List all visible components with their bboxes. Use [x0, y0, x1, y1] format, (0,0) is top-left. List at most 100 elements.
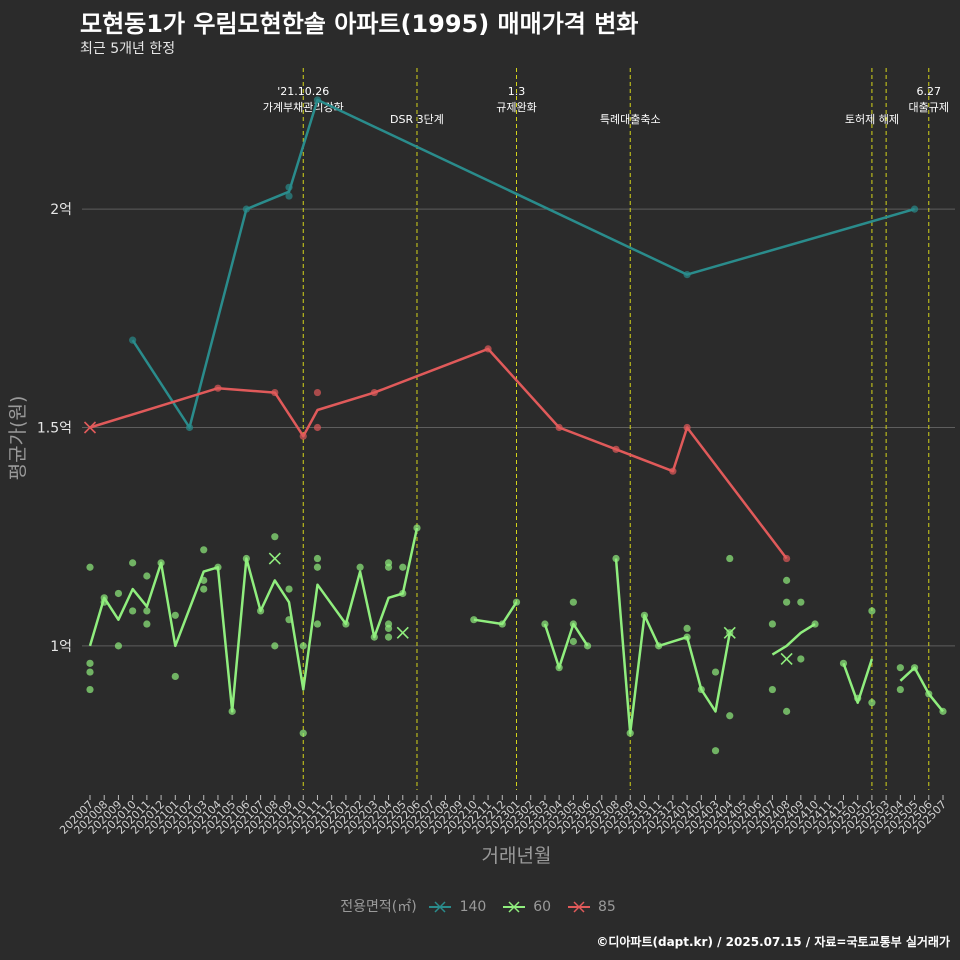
data-point-60 [143, 620, 151, 628]
data-point-140 [285, 192, 293, 200]
data-point-60 [271, 642, 279, 650]
y-tick-label: 2억 [50, 202, 72, 218]
data-point-60 [839, 659, 848, 667]
data-point-60 [726, 712, 734, 720]
data-point-60 [214, 563, 222, 571]
data-point-60 [200, 576, 208, 584]
source-caption: ©디아파트(dapt.kr) / 2025.07.15 / 자료=국토교통부 실… [596, 935, 950, 949]
event-label: 1.3 [508, 85, 526, 98]
event-label: 규제완화 [496, 101, 536, 114]
data-point-60 [399, 563, 407, 571]
data-point-60 [541, 620, 549, 628]
legend-key-85 [567, 901, 590, 913]
data-point-60 [896, 664, 904, 672]
data-point-60 [143, 572, 151, 580]
data-point-60 [711, 668, 720, 676]
cancelled-deal-marker-60 [396, 626, 409, 639]
cancelled-deal-marker-85 [83, 421, 97, 434]
data-point-60 [171, 611, 179, 619]
y-tick-label: 1억 [50, 639, 72, 655]
legend-label-60: 60 [533, 899, 552, 915]
data-point-60 [498, 620, 506, 628]
data-point-60 [910, 664, 919, 672]
x-stroke [268, 552, 281, 565]
data-point-60 [783, 707, 791, 715]
data-point-60 [697, 685, 705, 694]
data-point-60 [384, 563, 393, 571]
event-label: 6.27 [917, 85, 942, 98]
data-point-60 [86, 659, 94, 667]
series-line-60 [771, 622, 816, 656]
data-point-60 [683, 624, 691, 633]
data-point-60 [726, 554, 734, 563]
data-point-60 [811, 620, 819, 628]
legend-title: 전용면적(㎡) [340, 899, 417, 915]
y-axis-title: 평균가(원) [7, 396, 29, 481]
data-point-60 [797, 655, 805, 663]
data-point-60 [413, 524, 421, 532]
data-point-60 [285, 616, 293, 624]
data-point-60 [114, 642, 123, 650]
data-point-60 [313, 620, 322, 628]
event-label: 대출규제 [909, 101, 949, 114]
data-point-85 [783, 554, 791, 563]
data-point-60 [143, 607, 151, 615]
event-label: 특례대출축소 [600, 113, 661, 126]
x-stroke [83, 421, 97, 434]
data-point-60 [370, 633, 378, 641]
data-point-60 [384, 633, 393, 641]
data-point-85 [214, 384, 222, 392]
data-point-60 [342, 620, 350, 628]
data-point-60 [171, 672, 179, 681]
data-point-85 [612, 445, 620, 453]
series-line-60 [88, 527, 419, 713]
data-point-60 [512, 598, 521, 606]
data-point-60 [114, 589, 123, 598]
series-line-60 [842, 658, 874, 704]
legend-item-140[interactable]: 140 [427, 899, 490, 915]
data-point-60 [86, 685, 94, 694]
data-point-60 [200, 546, 208, 554]
legend-item-60[interactable]: 60 [501, 899, 555, 915]
data-point-60 [313, 563, 322, 571]
data-point-140 [242, 205, 250, 213]
data-point-60 [569, 637, 577, 646]
data-point-60 [683, 633, 691, 641]
legend-label-140: 140 [459, 899, 487, 915]
data-point-60 [939, 707, 947, 715]
legend-item-85[interactable]: 85 [566, 899, 620, 915]
data-point-85 [484, 345, 492, 353]
data-point-60 [783, 598, 791, 606]
data-point-60 [612, 554, 620, 563]
legend-label-85: 85 [597, 899, 616, 915]
data-point-85 [555, 423, 563, 432]
data-point-60 [655, 642, 663, 650]
data-point-60 [86, 668, 94, 676]
data-point-60 [200, 585, 208, 593]
x-stroke [723, 626, 736, 639]
series-line-60 [614, 558, 732, 735]
data-point-60 [797, 598, 805, 606]
data-point-60 [228, 707, 236, 715]
event-label: 토허제 해제 [845, 112, 899, 126]
data-point-85 [669, 467, 677, 475]
data-point-60 [569, 598, 577, 606]
data-point-60 [271, 533, 279, 541]
data-point-60 [242, 554, 250, 563]
data-point-60 [129, 607, 137, 615]
data-point-140 [683, 271, 691, 279]
event-label: '21.10.26 [277, 85, 329, 98]
data-point-60 [299, 729, 307, 737]
data-point-60 [285, 585, 293, 593]
data-point-60 [86, 563, 94, 571]
data-point-60 [925, 690, 933, 698]
data-point-60 [583, 642, 592, 650]
x-stroke [780, 652, 793, 666]
data-point-85 [370, 388, 378, 397]
legend-key-140 [429, 901, 452, 913]
data-point-85 [683, 423, 691, 432]
event-label: 가계부채관리강화 [263, 101, 344, 114]
data-point-60 [783, 576, 791, 584]
event-label: DSR 3단계 [390, 113, 444, 126]
